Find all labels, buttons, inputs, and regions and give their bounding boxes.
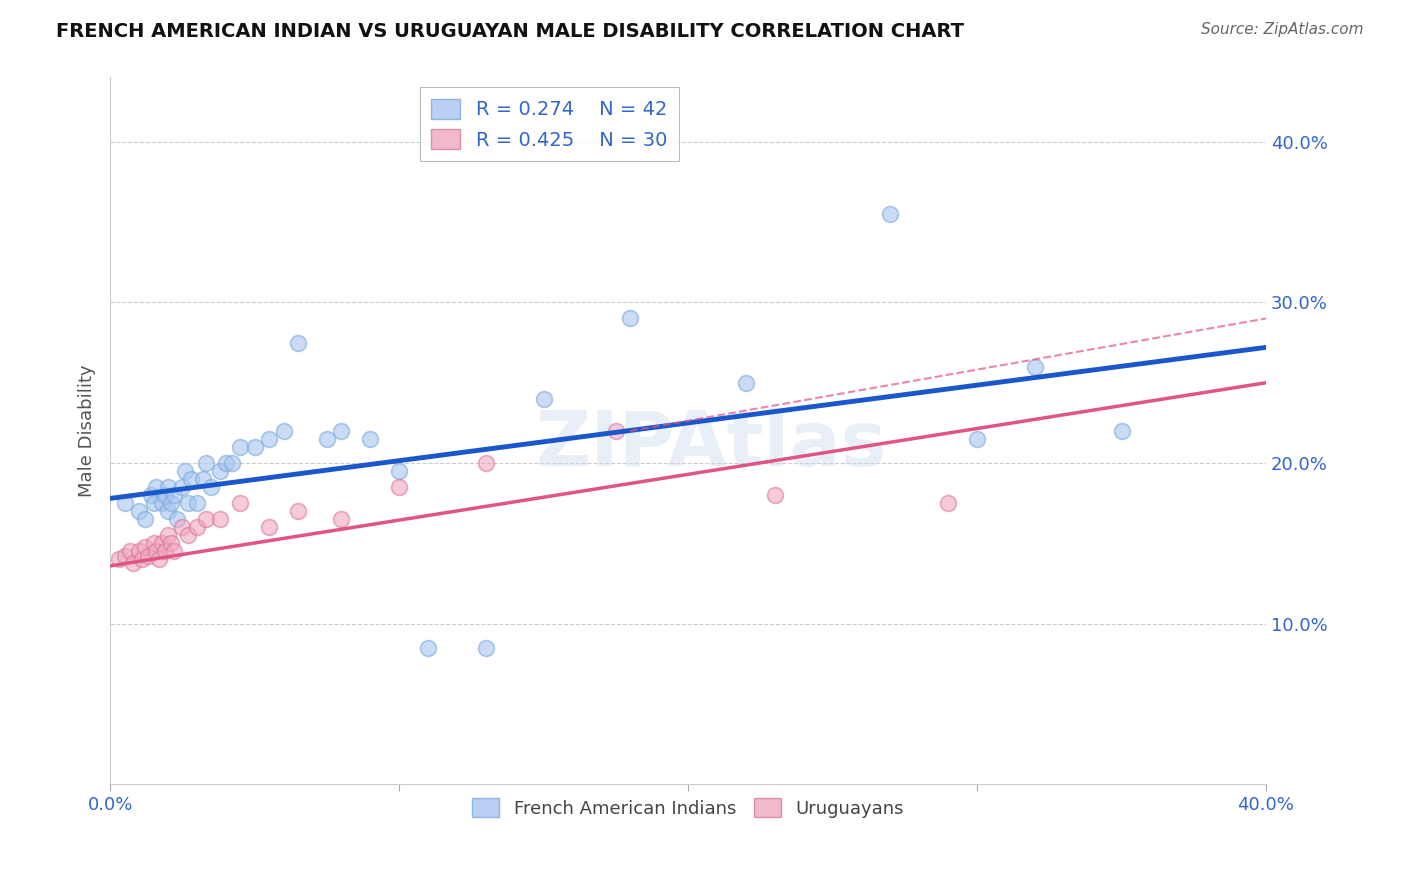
Point	[177, 496, 200, 510]
Point	[166, 512, 188, 526]
Point	[194, 456, 217, 470]
Point	[156, 528, 179, 542]
Point	[966, 432, 988, 446]
Point	[605, 424, 627, 438]
Point	[1024, 359, 1046, 374]
Point	[172, 520, 194, 534]
Point	[142, 536, 165, 550]
Point	[191, 472, 214, 486]
Point	[215, 456, 238, 470]
Point	[172, 480, 194, 494]
Point	[229, 440, 252, 454]
Point	[160, 536, 183, 550]
Point	[114, 496, 136, 510]
Point	[315, 432, 337, 446]
Text: ZIPAtlas: ZIPAtlas	[536, 408, 887, 482]
Point	[1111, 424, 1133, 438]
Point	[145, 544, 167, 558]
Point	[475, 456, 498, 470]
Point	[122, 556, 145, 570]
Point	[879, 207, 901, 221]
Point	[287, 504, 309, 518]
Point	[114, 549, 136, 564]
Point	[186, 496, 208, 510]
Point	[388, 464, 411, 478]
Point	[163, 488, 186, 502]
Text: Source: ZipAtlas.com: Source: ZipAtlas.com	[1201, 22, 1364, 37]
Point	[229, 496, 252, 510]
Point	[150, 496, 173, 510]
Point	[150, 536, 173, 550]
Point	[200, 480, 222, 494]
Point	[936, 496, 959, 510]
Point	[330, 424, 353, 438]
Point	[186, 520, 208, 534]
Point	[134, 512, 156, 526]
Point	[734, 376, 756, 390]
Point	[145, 480, 167, 494]
Point	[156, 480, 179, 494]
Point	[273, 424, 295, 438]
Point	[131, 552, 153, 566]
Point	[108, 552, 131, 566]
Point	[388, 480, 411, 494]
Point	[619, 311, 641, 326]
Point	[153, 544, 176, 558]
Point	[287, 335, 309, 350]
Point	[475, 640, 498, 655]
Point	[153, 488, 176, 502]
Point	[163, 544, 186, 558]
Y-axis label: Male Disability: Male Disability	[79, 365, 96, 497]
Point	[160, 496, 183, 510]
Point	[359, 432, 381, 446]
Point	[533, 392, 555, 406]
Point	[148, 552, 170, 566]
Point	[180, 472, 202, 486]
Point	[142, 496, 165, 510]
Text: FRENCH AMERICAN INDIAN VS URUGUAYAN MALE DISABILITY CORRELATION CHART: FRENCH AMERICAN INDIAN VS URUGUAYAN MALE…	[56, 22, 965, 41]
Point	[194, 512, 217, 526]
Point	[177, 528, 200, 542]
Point	[243, 440, 266, 454]
Point	[174, 464, 197, 478]
Point	[120, 544, 142, 558]
Point	[208, 464, 231, 478]
Point	[136, 549, 159, 564]
Point	[134, 540, 156, 554]
Point	[257, 520, 280, 534]
Point	[416, 640, 439, 655]
Point	[156, 504, 179, 518]
Point	[139, 488, 162, 502]
Point	[128, 504, 150, 518]
Point	[128, 544, 150, 558]
Point	[763, 488, 786, 502]
Point	[208, 512, 231, 526]
Point	[221, 456, 243, 470]
Point	[330, 512, 353, 526]
Legend: French American Indians, Uruguayans: French American Indians, Uruguayans	[465, 791, 911, 825]
Point	[257, 432, 280, 446]
